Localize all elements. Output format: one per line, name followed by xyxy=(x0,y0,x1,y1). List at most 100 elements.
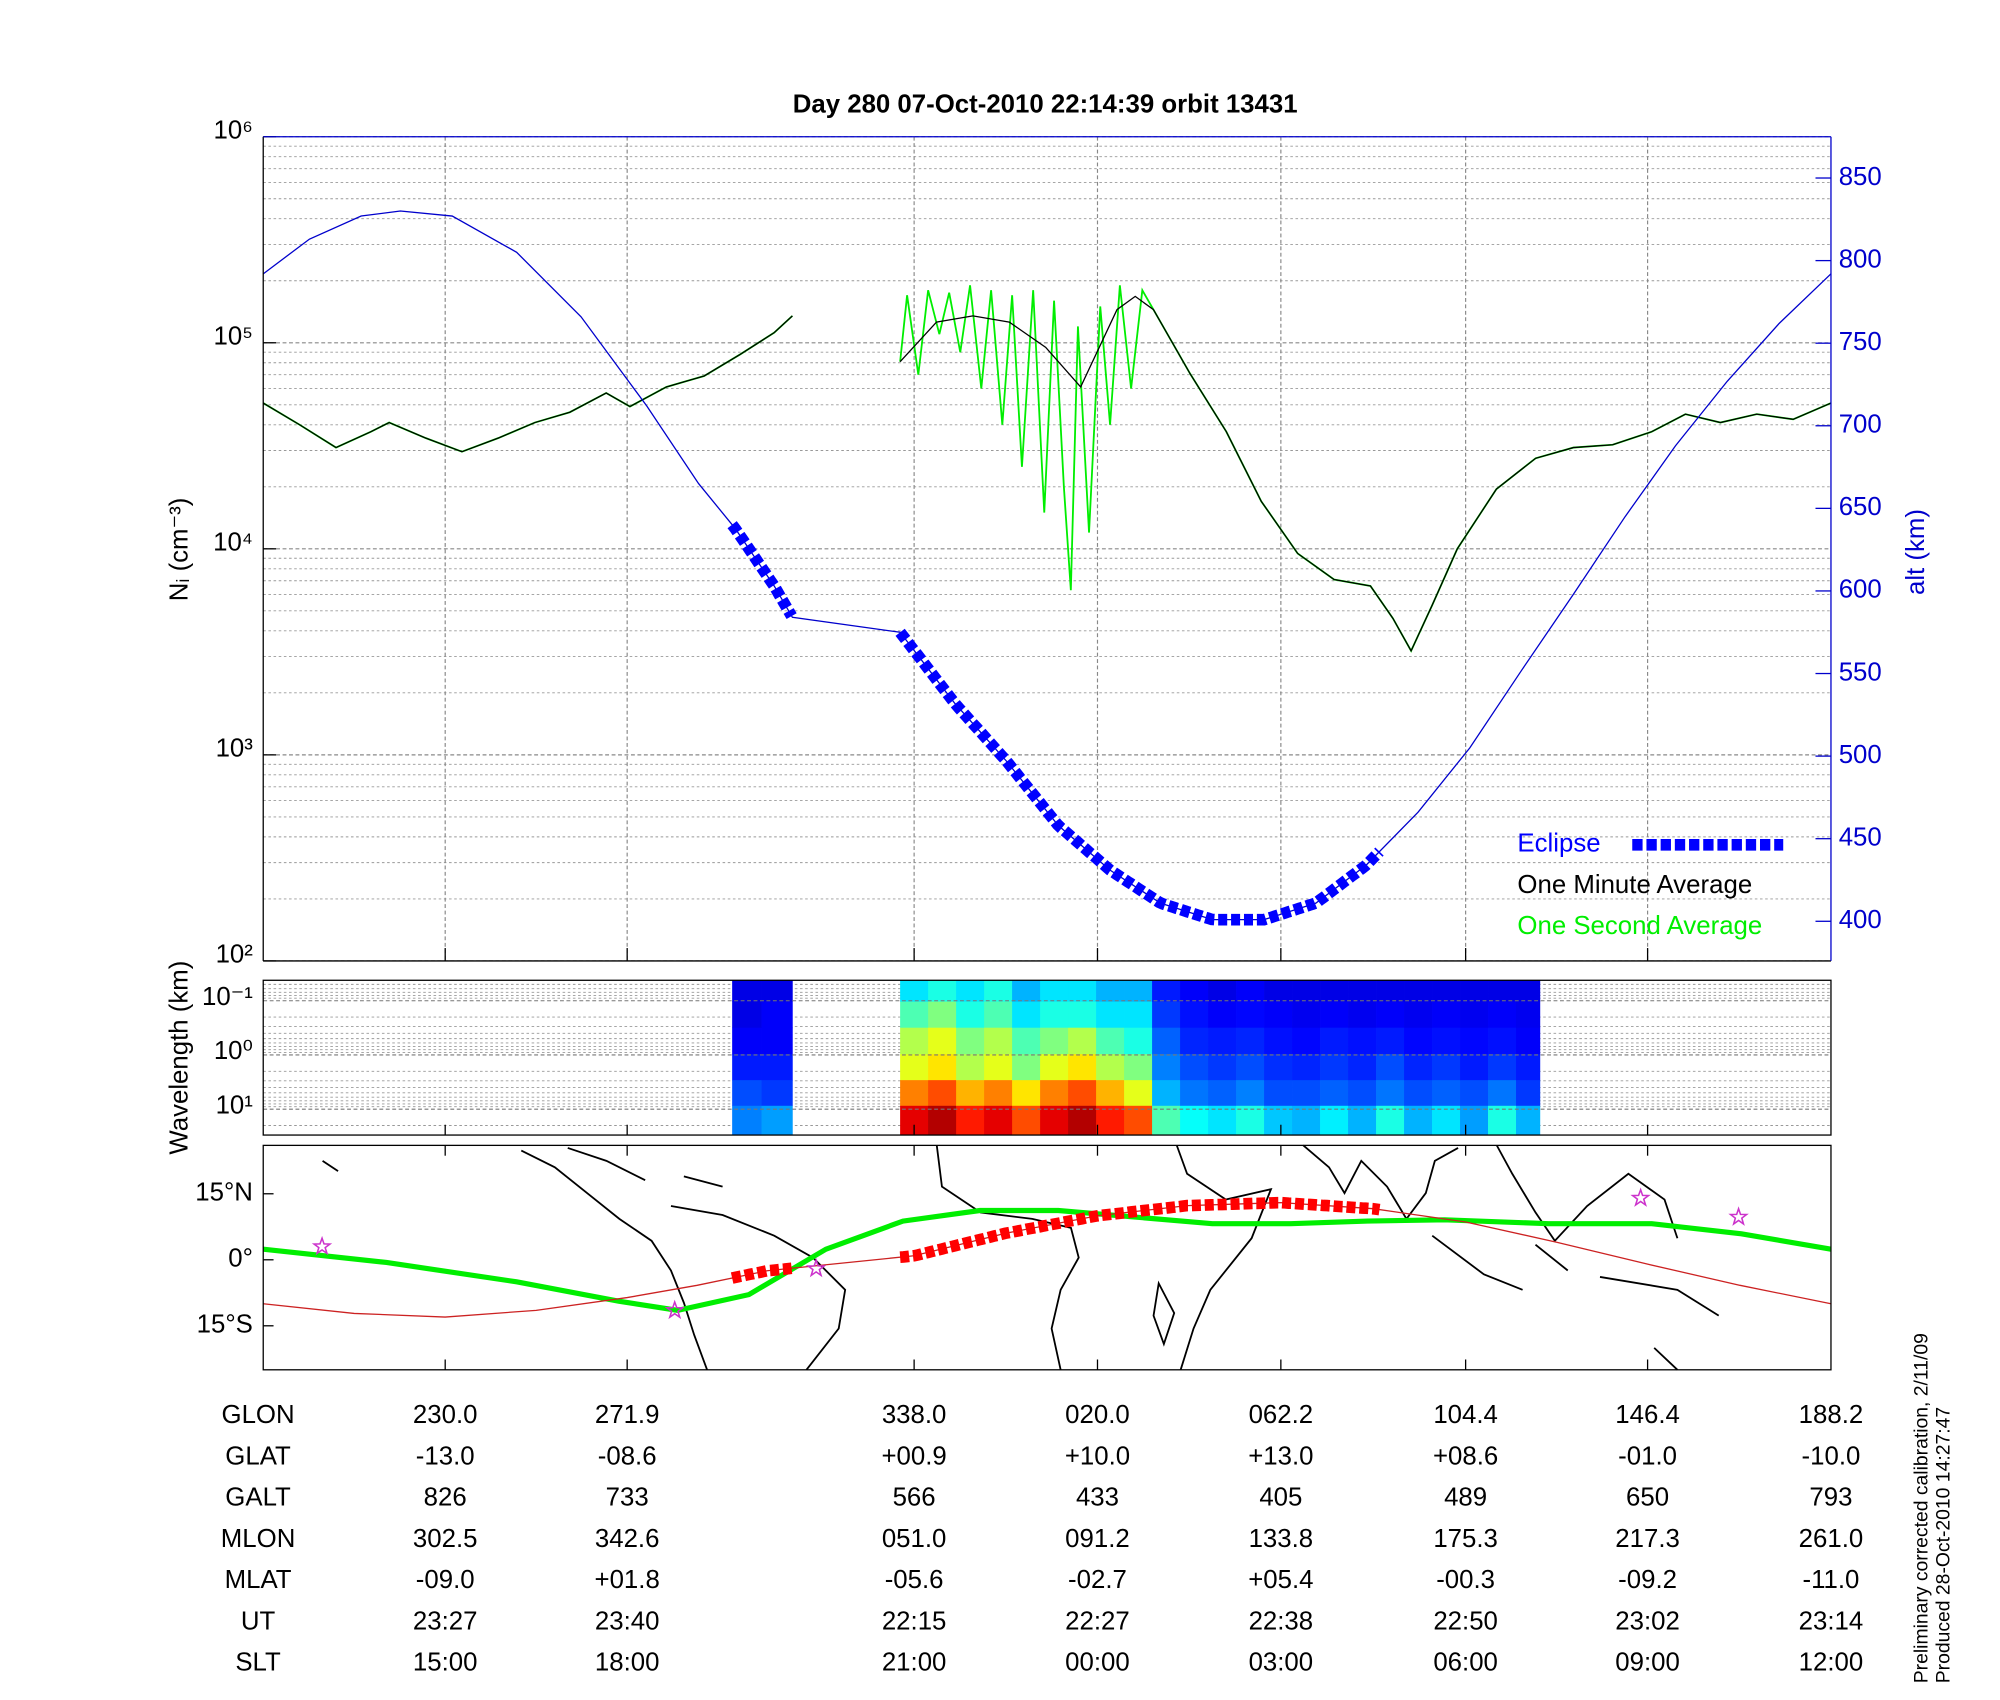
spectrogram-cell xyxy=(1376,1105,1405,1136)
table-cell: +13.0 xyxy=(1248,1442,1313,1470)
table-cell: 489 xyxy=(1444,1484,1487,1512)
spectrogram-cell xyxy=(1096,1027,1125,1055)
table-cell: 051.0 xyxy=(882,1525,947,1553)
spectrogram-cell xyxy=(1180,1027,1209,1055)
spectrogram-cell xyxy=(1012,1105,1041,1136)
eclipse-segment xyxy=(895,628,1384,926)
spectrogram-cell xyxy=(1236,1027,1265,1055)
spectrogram-cell xyxy=(1124,980,1153,1002)
spectrogram-cell xyxy=(984,1001,1013,1029)
table-cell: -02.7 xyxy=(1068,1566,1127,1594)
spectrogram-cell xyxy=(1404,1080,1433,1107)
spectrogram-cell xyxy=(1124,1054,1153,1081)
spectrogram-cell xyxy=(928,1027,957,1055)
spectrogram-cell xyxy=(1040,980,1069,1002)
table-cell: 261.0 xyxy=(1799,1525,1864,1553)
table-cell: 18:00 xyxy=(595,1649,660,1677)
spectrogram-cell xyxy=(1068,1027,1097,1055)
spectrogram-cell xyxy=(1460,1105,1489,1136)
spectrogram-cell xyxy=(1012,980,1041,1002)
spectrogram-cell xyxy=(1516,1105,1541,1136)
spectrogram-cell xyxy=(1488,980,1517,1002)
spectrogram-cell xyxy=(1152,1054,1181,1081)
table-cell: +10.0 xyxy=(1065,1442,1130,1470)
table-cell: 338.0 xyxy=(882,1401,947,1429)
y-tick-label: 10³ xyxy=(216,735,254,763)
spectrogram-cell xyxy=(732,980,762,1002)
table-cell: 23:02 xyxy=(1615,1607,1680,1635)
spectrogram-cell xyxy=(1180,1105,1209,1136)
spectrogram-cell xyxy=(900,1080,929,1107)
spectrogram-cell xyxy=(1460,980,1489,1002)
spectrogram-cell xyxy=(1068,1001,1097,1029)
table-cell: -00.3 xyxy=(1436,1566,1495,1594)
spectrogram-cell xyxy=(1124,1001,1153,1029)
spectrogram-cell xyxy=(900,1027,929,1055)
spectrogram-cell xyxy=(1180,1080,1209,1107)
coastline xyxy=(520,1149,708,1371)
spectrogram-cell xyxy=(1040,1001,1069,1029)
spectrogram-cell xyxy=(1152,1080,1181,1107)
spectrogram-cell xyxy=(1236,980,1265,1002)
spectrogram-cell xyxy=(1460,1080,1489,1107)
spectrogram-cell xyxy=(1040,1080,1069,1107)
spectrogram-cell xyxy=(1040,1027,1069,1055)
spectrogram-cell xyxy=(1264,1054,1293,1081)
spectrogram-cell xyxy=(928,1054,957,1081)
spectrogram-cell xyxy=(1152,1027,1181,1055)
spectrogram-cell xyxy=(1488,1001,1517,1029)
y2-tick-label: 450 xyxy=(1839,824,1882,852)
spectrogram-cell xyxy=(1152,1001,1181,1029)
spectrogram-cell xyxy=(1460,1027,1489,1055)
spectrogram-cell xyxy=(1404,1027,1433,1055)
spectrogram-cell xyxy=(1376,1080,1405,1107)
spectrogram-cell xyxy=(1376,1027,1405,1055)
table-row-label: GALT xyxy=(225,1484,291,1512)
spectrogram-cell xyxy=(900,1001,929,1029)
table-cell: -13.0 xyxy=(416,1442,475,1470)
spectrogram-cell xyxy=(761,1001,793,1029)
spectrogram-cell xyxy=(1208,1027,1237,1055)
table-cell: 433 xyxy=(1076,1484,1119,1512)
table-cell: -01.0 xyxy=(1618,1442,1677,1470)
spectrogram-cell xyxy=(1432,1105,1461,1136)
table-cell: -11.0 xyxy=(1803,1566,1860,1594)
table-cell: 22:50 xyxy=(1433,1607,1498,1635)
spectrogram-cell xyxy=(1516,980,1541,1002)
y-tick-label: 10⁶ xyxy=(214,116,253,144)
spectrogram-cell xyxy=(1460,1001,1489,1029)
table-cell: 06:00 xyxy=(1433,1649,1498,1677)
spectrogram-cell xyxy=(1292,1080,1321,1107)
y2-tick-label: 700 xyxy=(1839,411,1882,439)
table-row-label: MLON xyxy=(221,1525,296,1553)
spectrogram-cell xyxy=(761,1080,793,1107)
spectrogram-cell xyxy=(1376,1001,1405,1029)
legend-label: Eclipse xyxy=(1517,830,1600,858)
spectrogram-cell xyxy=(1180,1054,1209,1081)
spectrogram-cell xyxy=(761,1105,793,1136)
spectrogram-cell xyxy=(1488,1105,1517,1136)
spectrogram-cell xyxy=(1404,1105,1433,1136)
spectrogram-cell xyxy=(1040,1054,1069,1081)
table-cell: 03:00 xyxy=(1249,1649,1314,1677)
spectrogram-cell xyxy=(956,1054,985,1081)
coastline xyxy=(567,1147,723,1188)
spectrogram-cell xyxy=(1236,1054,1265,1081)
table-cell: 733 xyxy=(606,1484,649,1512)
spectrogram-cell xyxy=(928,1080,957,1107)
spectrogram-cell xyxy=(1236,1105,1265,1136)
y2-tick-label: 500 xyxy=(1839,741,1882,769)
spectrogram-cell xyxy=(928,1105,957,1136)
spectrogram-cell xyxy=(956,1001,985,1029)
table-row-label: UT xyxy=(241,1607,276,1635)
spectrogram-cell xyxy=(1516,1054,1541,1081)
table-cell: 566 xyxy=(893,1484,936,1512)
spectrogram-cell xyxy=(1348,1080,1377,1107)
spectrogram-cell xyxy=(1208,1054,1237,1081)
spectrogram-cell xyxy=(1432,1001,1461,1029)
table-cell: 230.0 xyxy=(413,1401,478,1429)
density-line xyxy=(262,295,1832,653)
spectrogram-cell xyxy=(1320,1001,1349,1029)
table-cell: 15:00 xyxy=(413,1649,478,1677)
spectrogram-cell xyxy=(1320,1054,1349,1081)
